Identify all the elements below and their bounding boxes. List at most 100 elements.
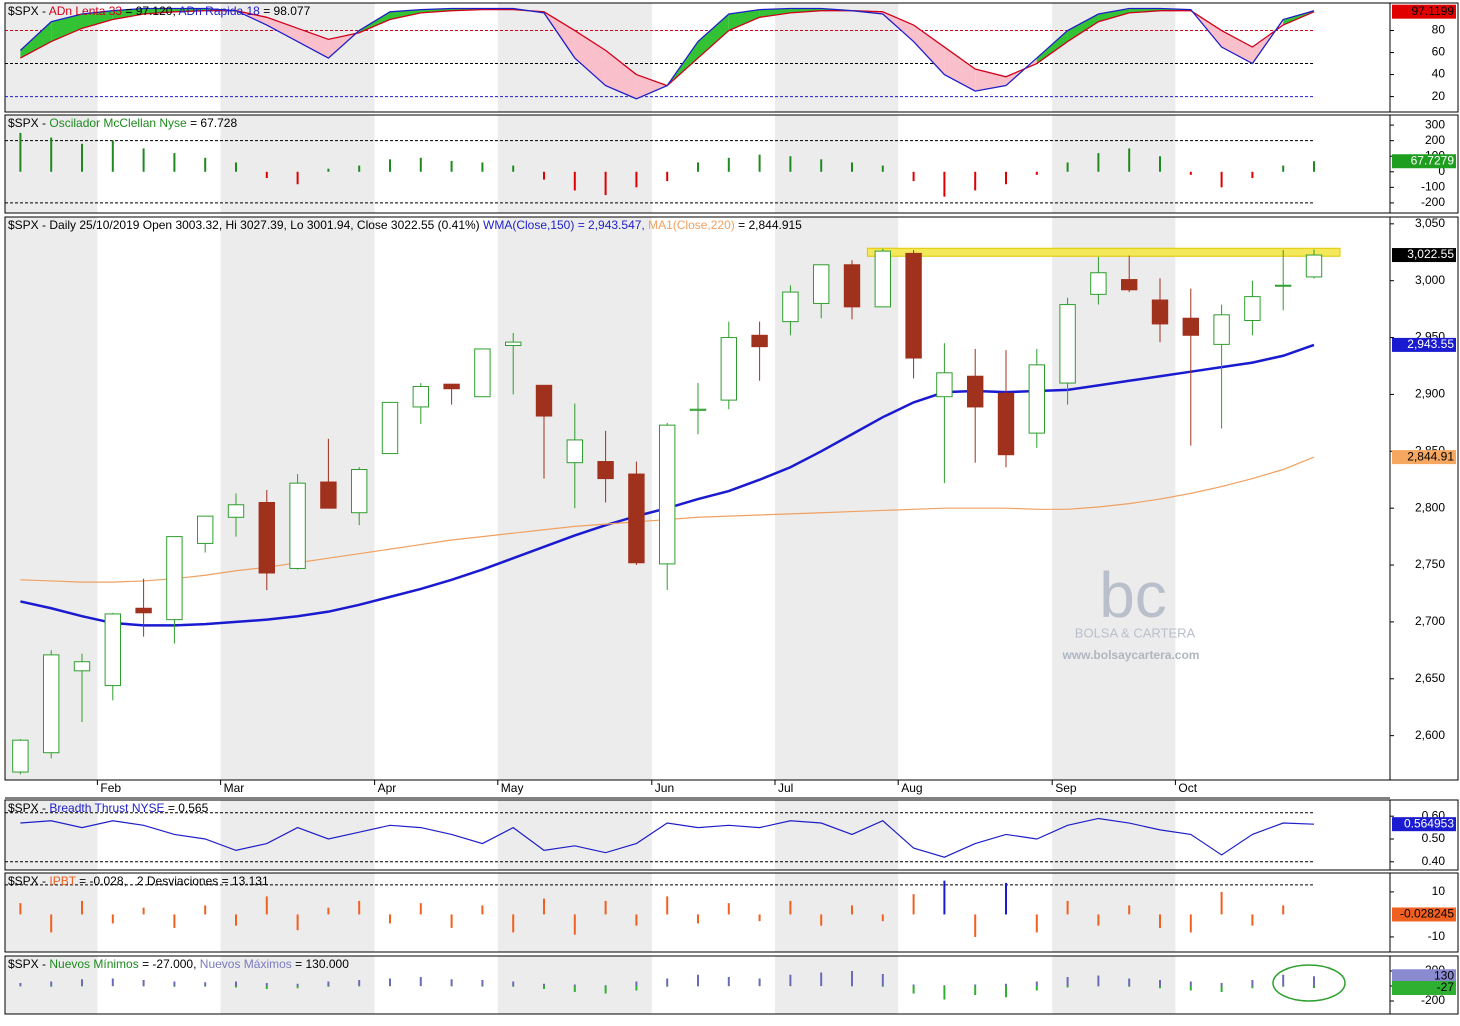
candle-body	[1213, 314, 1230, 345]
band-fill	[51, 14, 82, 42]
candle-body	[43, 654, 60, 754]
y-tick-label: 3,000	[1415, 273, 1445, 287]
y-tick-label: 200	[1425, 133, 1445, 147]
candle-body	[1059, 304, 1076, 384]
band-fill	[944, 47, 976, 92]
candle-body	[351, 468, 368, 514]
month-shade	[497, 873, 652, 952]
panels: 20 40 60 80 97.1199 $SPX - ADn Lenta 33 = 97.…	[4, 2, 1459, 1015]
header-part: Nuevos Mínimos	[49, 957, 138, 971]
band-fill	[266, 17, 298, 42]
candle-body	[1121, 279, 1138, 291]
panel-header: $SPX - Daily 25/10/2019 Open 3003.32, Hi…	[8, 218, 802, 232]
header-part: IPBT	[49, 874, 76, 888]
x-tick-label: Jul	[778, 781, 793, 795]
x-tick-label: May	[501, 781, 524, 795]
value-marker	[1392, 248, 1456, 263]
candle-body	[689, 408, 707, 411]
band-fill	[605, 50, 637, 99]
candle-body	[381, 401, 399, 455]
value-marker-label: 2,943.55	[1407, 337, 1454, 351]
header-part: = -27.000,	[139, 957, 200, 971]
header-part: $SPX -	[8, 4, 49, 18]
y-tick-label: -100	[1421, 180, 1445, 194]
band-fill	[574, 30, 606, 86]
axis-frame	[1389, 955, 1459, 1015]
candle-body	[813, 264, 830, 304]
band-fill	[1221, 30, 1253, 64]
month-shade	[1052, 873, 1176, 952]
x-tick-label: Aug	[901, 781, 922, 795]
value-marker	[1392, 4, 1456, 19]
value-marker	[1392, 450, 1456, 465]
month-shade	[775, 873, 899, 952]
band-fill	[913, 25, 945, 75]
value-marker	[1392, 337, 1456, 352]
candle-body	[566, 439, 583, 464]
y-tick-label: -10	[1428, 929, 1446, 943]
month-shade	[220, 800, 375, 870]
x-tick-label: Oct	[1178, 781, 1197, 795]
month-shade	[5, 800, 98, 870]
header-part: $SPX -	[8, 957, 49, 971]
series-line	[20, 817, 1315, 858]
month-shade	[220, 3, 375, 112]
y-tick-label: 2,800	[1415, 500, 1445, 514]
x-tick-label: Mar	[224, 781, 245, 795]
x-tick-label: Apr	[378, 781, 397, 795]
panel: 20 40 60 80 97.1199 $SPX - ADn Lenta 33 = 97.…	[4, 2, 1459, 113]
axis-frame	[1389, 114, 1459, 214]
axis-frame	[1389, 216, 1459, 781]
band-fill	[390, 9, 421, 20]
y-tick-label: 40	[1432, 67, 1446, 81]
value-marker	[1392, 981, 1456, 996]
candle-body	[843, 264, 861, 308]
candle-body	[628, 473, 645, 564]
month-shade	[1052, 115, 1176, 213]
month-shade	[775, 800, 899, 870]
band-fill	[1098, 8, 1130, 22]
month-shade	[220, 873, 375, 952]
y-tick-label: -200	[1421, 993, 1445, 1007]
header-part: ADn Lenta 33	[49, 4, 123, 18]
x-tick-label: Feb	[100, 781, 121, 795]
candle-body	[135, 607, 152, 614]
value-marker-label: 2,844.91	[1407, 449, 1454, 463]
y-tick-label: 3,050	[1415, 216, 1445, 230]
y-tick-label: 0.50	[1422, 831, 1446, 845]
month-shade	[220, 115, 375, 213]
panel: 10 -10 -0.028245 $SPX - IPBT = -0.028, 2 De…	[4, 872, 1459, 953]
candle-body	[720, 337, 737, 401]
header-part: = 2,844.915	[735, 218, 802, 232]
band-fill	[1036, 30, 1068, 64]
month-shade	[497, 800, 652, 870]
header-part: = 67.728	[187, 116, 238, 130]
candle-body	[936, 372, 953, 398]
header-part: $SPX -	[8, 801, 49, 815]
candle-body	[1182, 317, 1199, 336]
header-part: = 97.120,	[122, 4, 178, 18]
month-shade	[775, 115, 899, 213]
band-fill	[728, 9, 760, 31]
y-tick-label: 80	[1432, 23, 1446, 37]
candle-body	[782, 291, 799, 323]
header-part: $SPX -	[8, 874, 49, 888]
candle-body	[1305, 254, 1323, 278]
header-part: $SPX -	[8, 116, 49, 130]
y-tick-label: 10	[1432, 884, 1446, 898]
header-part: Oscilador McClellan Nyse	[49, 116, 187, 130]
header-part: Nuevos Máximos	[200, 957, 292, 971]
candle-body	[1090, 272, 1107, 295]
highlight-ellipse	[1272, 964, 1346, 1002]
value-marker-label: -0.028245	[1400, 907, 1454, 921]
value-marker-label: 0.564953	[1404, 816, 1454, 830]
value-marker-label: 67.7279	[1411, 153, 1455, 167]
band-fill	[975, 69, 1006, 92]
candle-body	[443, 383, 460, 390]
header-part: = 0.565	[165, 801, 209, 815]
resistance-band	[866, 247, 1341, 257]
